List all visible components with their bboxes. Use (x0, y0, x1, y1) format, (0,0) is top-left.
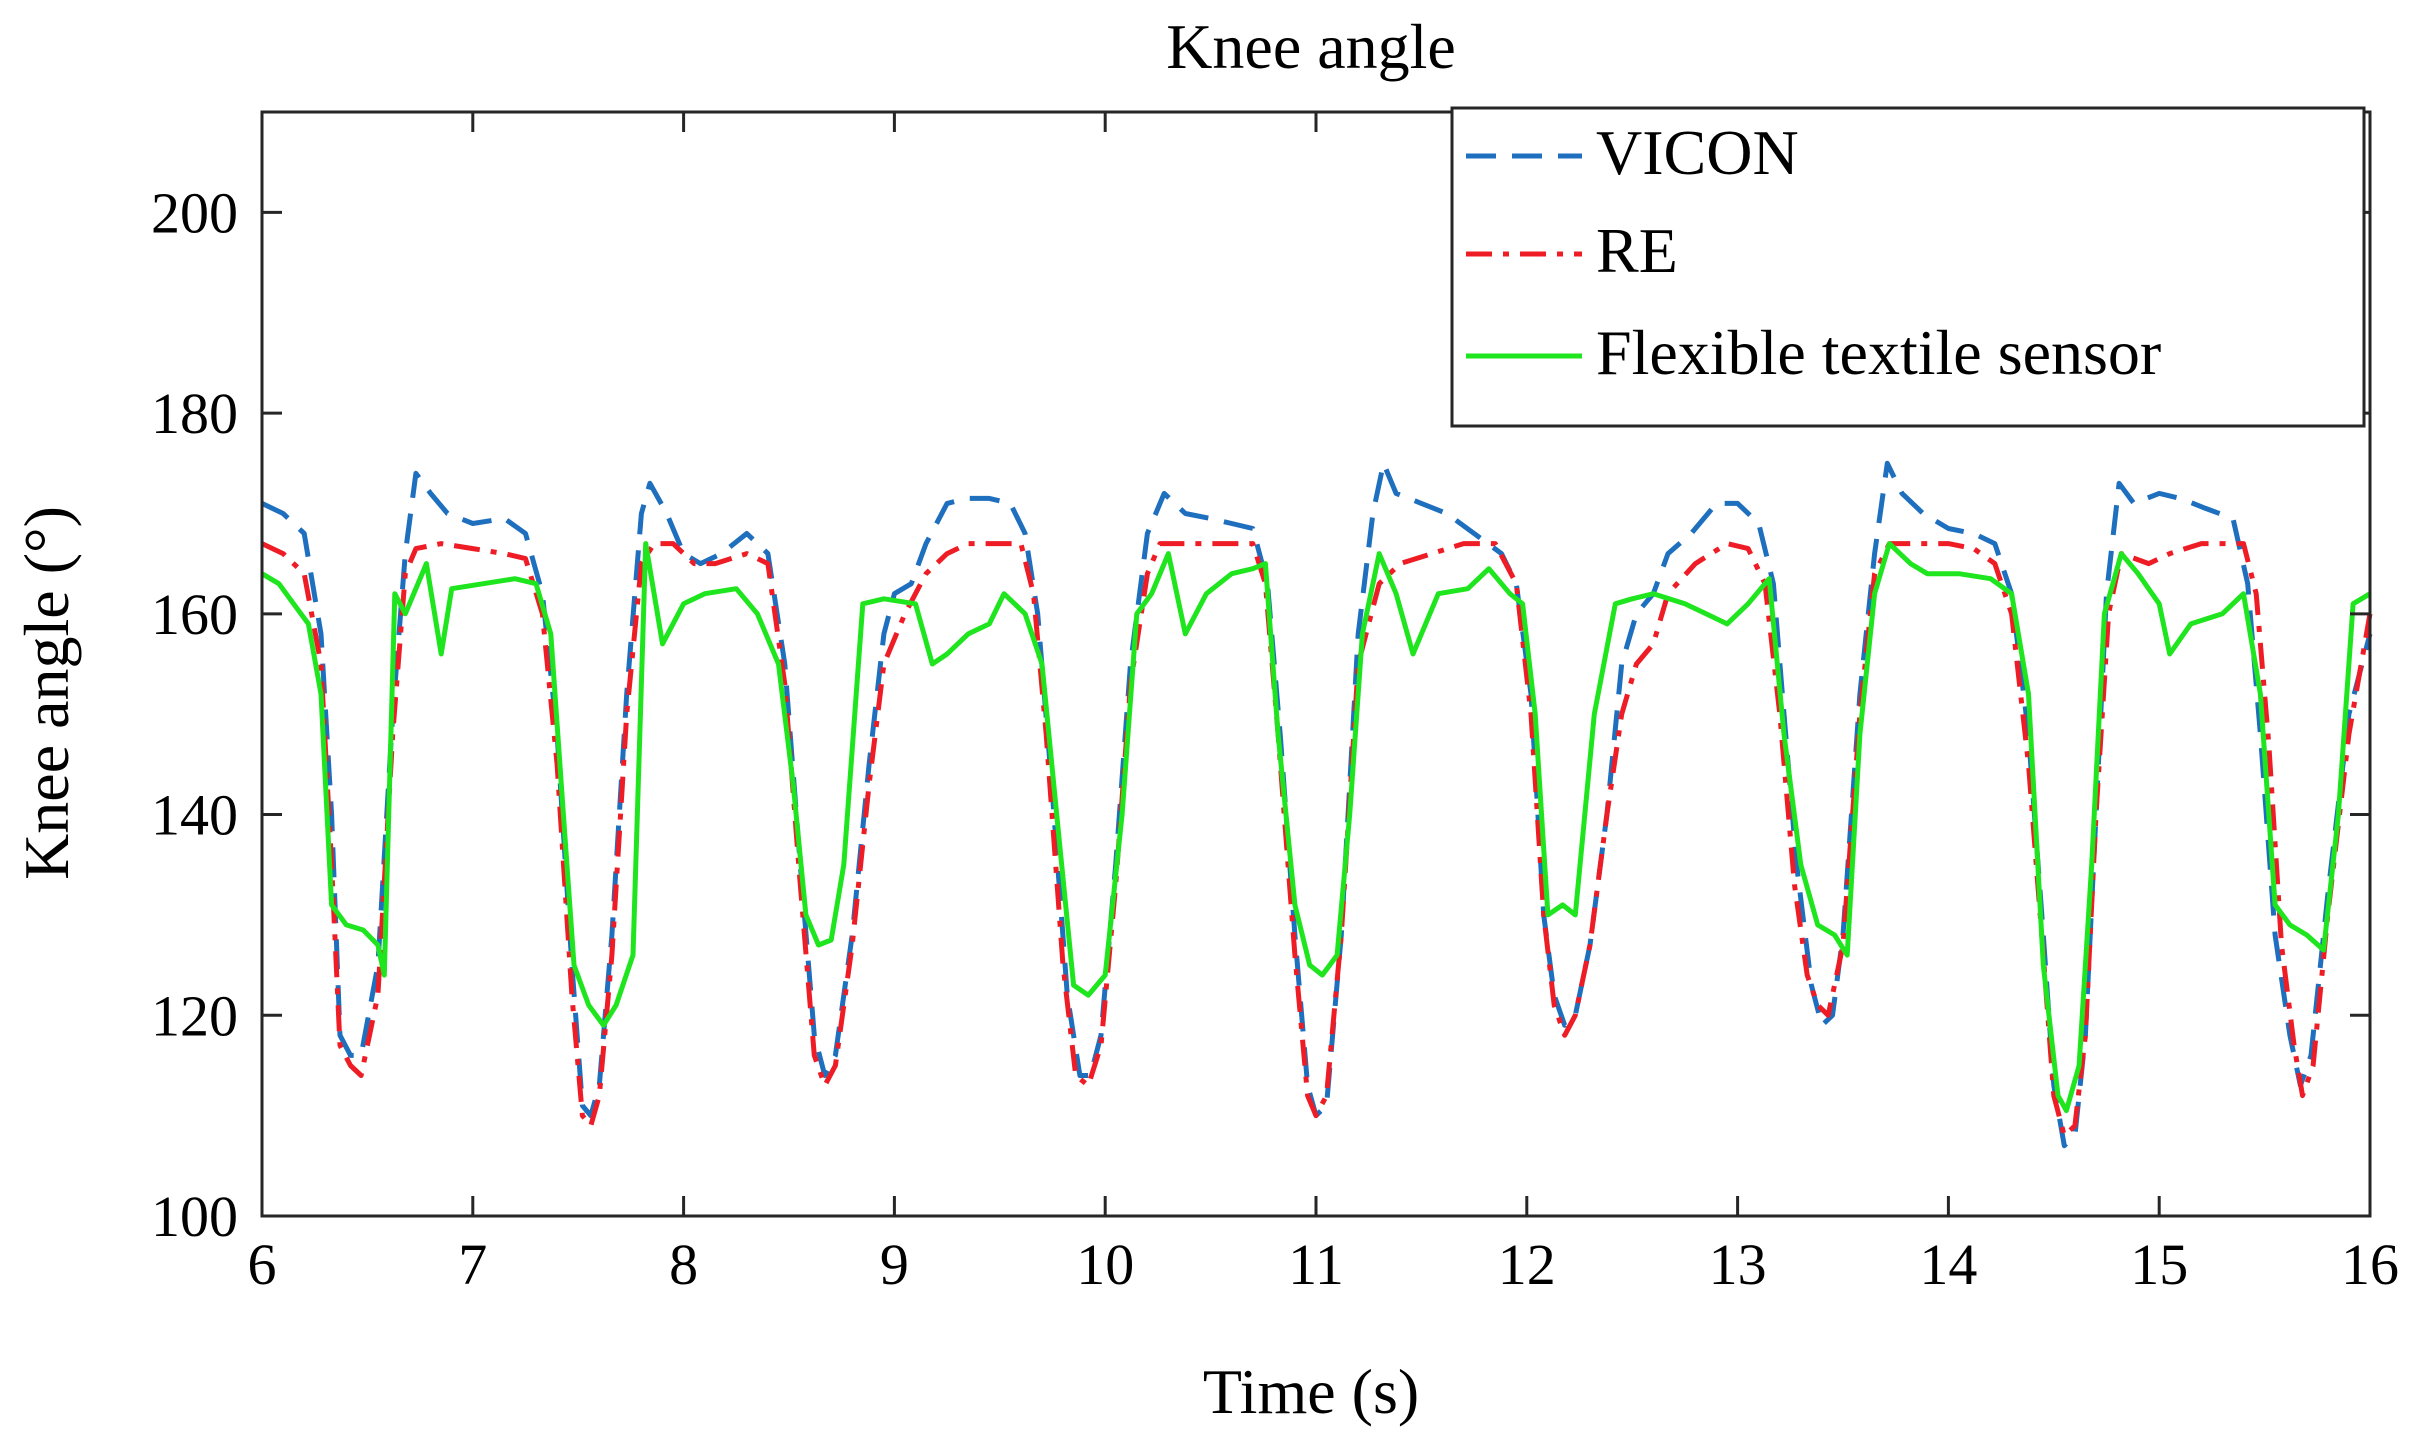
x-tick-label: 15 (2130, 1232, 2188, 1297)
x-tick-label: 6 (248, 1232, 277, 1297)
y-tick-label: 120 (151, 983, 238, 1048)
legend-label: RE (1596, 215, 1678, 286)
y-tick-label: 160 (151, 582, 238, 647)
x-tick-label: 9 (880, 1232, 909, 1297)
x-tick-label: 12 (1498, 1232, 1556, 1297)
x-tick-label: 7 (458, 1232, 487, 1297)
legend-box (1450, 106, 2366, 428)
y-tick-label: 140 (151, 783, 238, 848)
x-tick-label: 10 (1076, 1232, 1134, 1297)
x-tick-label: 8 (669, 1232, 698, 1297)
y-tick-label: 180 (151, 381, 238, 446)
series-line-flexible-textile-sensor (260, 541, 2372, 1114)
y-tick-label: 100 (151, 1184, 238, 1249)
y-tick-label: 200 (151, 180, 238, 245)
x-axis-label: Time (s) (1203, 1356, 1419, 1427)
y-axis-label: Knee angle (°) (11, 506, 82, 880)
legend-label: Flexible textile sensor (1596, 317, 2161, 388)
legend: VICON RE Flexible textile sensor (1450, 106, 2366, 428)
x-tick-label: 13 (1709, 1232, 1767, 1297)
axes-layer: 6 7 8 9 10 11 12 13 14 15 16 100 120 140 160 180 200 (151, 110, 2399, 1297)
x-tick-label: 11 (1288, 1232, 1344, 1297)
x-tick-label: 16 (2341, 1232, 2399, 1297)
chart-title: Knee angle (1166, 11, 1456, 82)
legend-label: VICON (1596, 117, 1799, 188)
x-tick-label: 14 (1919, 1232, 1977, 1297)
series-layer (260, 460, 2373, 1149)
